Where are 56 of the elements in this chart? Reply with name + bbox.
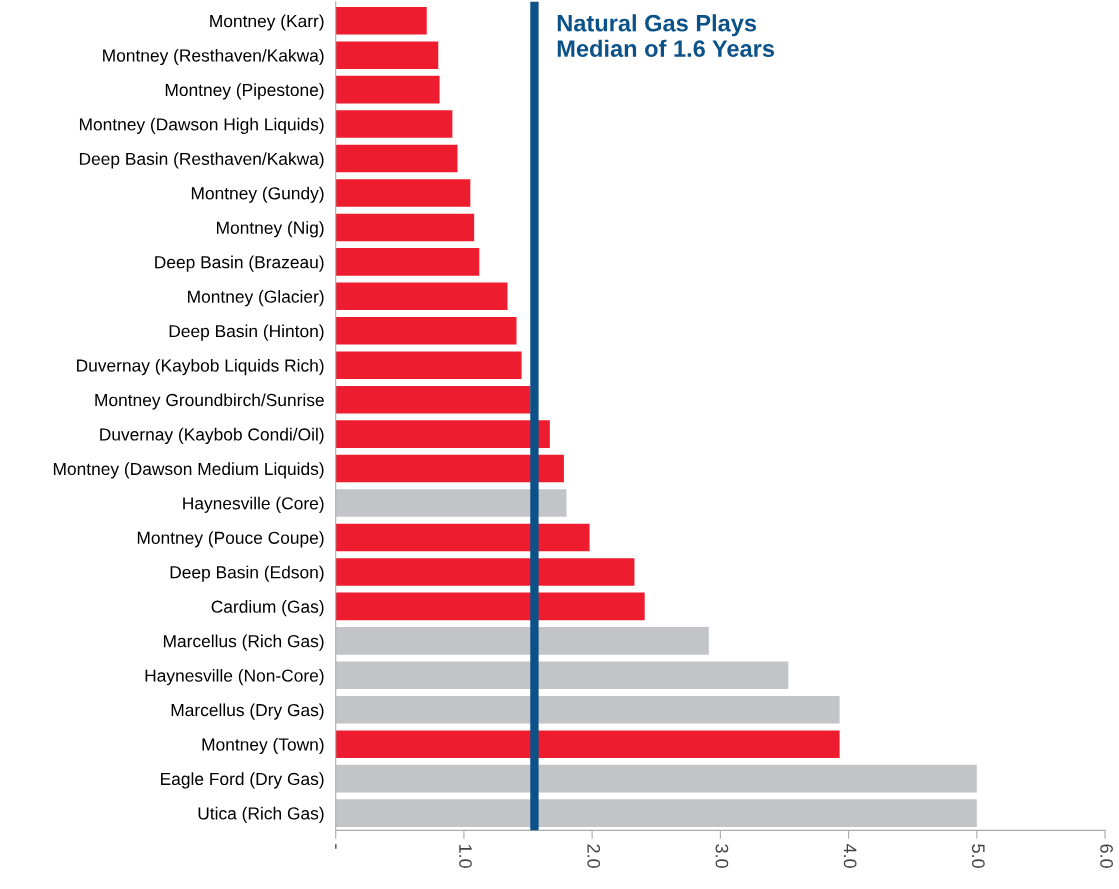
ref-line-label: Natural Gas Plays Median of 1.6 Years (557, 14, 775, 58)
bar (335, 248, 480, 276)
y-tick-label: Montney (Pipestone) (165, 83, 324, 100)
y-tick-label: Cardium (Gas) (211, 600, 324, 617)
y-tick-label: Deep Basin (Brazeau) (155, 255, 324, 272)
bar (335, 144, 458, 173)
y-tick-label: Montney (Karr) (210, 14, 324, 31)
y-tick-label: Montney (Gundy) (191, 186, 324, 203)
x-tick-label: 2.0 (587, 844, 601, 868)
bar (335, 282, 508, 311)
y-tick-label: Marcellus (Rich Gas) (163, 634, 324, 651)
y-tick-label: Eagle Ford (Dry Gas) (161, 772, 324, 789)
y-tick-label: Deep Basin (Edson) (170, 565, 324, 582)
bar (335, 351, 522, 380)
x-tick-label: 6.0 (1100, 844, 1113, 868)
bar (335, 661, 789, 690)
bar (335, 489, 567, 517)
bar (335, 627, 709, 655)
bar (335, 317, 517, 345)
bar (335, 799, 977, 827)
bar (335, 592, 645, 621)
bar (335, 730, 840, 758)
bar (335, 385, 531, 414)
bar (335, 454, 564, 483)
y-tick-label: Duvernay (Kaybob Condi/Oil) (100, 427, 324, 445)
y-tick-label: Marcellus (Dry Gas) (171, 703, 324, 720)
bar (335, 764, 977, 793)
bar (335, 179, 471, 207)
bar (335, 695, 840, 724)
y-tick-label: Montney (Dawson Medium Liquids) (53, 462, 324, 479)
x-tick-label: 5.0 (971, 844, 985, 868)
bar (335, 523, 590, 552)
y-tick-label: Montney (Glacier) (188, 290, 324, 307)
y-tick-label: Haynesville (Non-Core) (145, 669, 324, 686)
y-tick-label: Utica (Rich Gas) (198, 806, 324, 823)
y-tick-label: Montney Groundbirch/Sunrise (95, 393, 324, 410)
y-tick-label: Montney (Resthaven/Kakwa) (103, 48, 324, 66)
bar (335, 6, 427, 35)
y-tick-label: Haynesville (Core) (183, 496, 324, 513)
y-tick-label: Deep Basin (Resthaven/Kakwa) (79, 152, 324, 169)
bar (335, 213, 475, 242)
bar (335, 110, 453, 138)
y-tick-label: Montney (Nig) (217, 221, 324, 238)
y-tick-label: Montney (Pouce Coupe) (137, 531, 324, 548)
x-tick-label: - (335, 844, 337, 849)
y-tick-label: Montney (Dawson High Liquids) (79, 117, 324, 134)
bar (335, 41, 439, 69)
bar (335, 75, 440, 104)
y-tick-label: Montney (Town) (202, 737, 324, 755)
y-tick-label: Deep Basin (Hinton) (169, 324, 324, 341)
x-tick-label: 3.0 (715, 844, 729, 868)
x-tick-label: 4.0 (843, 843, 857, 868)
y-tick-label: Duvernay (Kaybob Liquids Rich) (77, 358, 324, 376)
bar (335, 420, 550, 448)
bar (335, 558, 635, 586)
x-tick-label: 1.0 (459, 844, 472, 868)
